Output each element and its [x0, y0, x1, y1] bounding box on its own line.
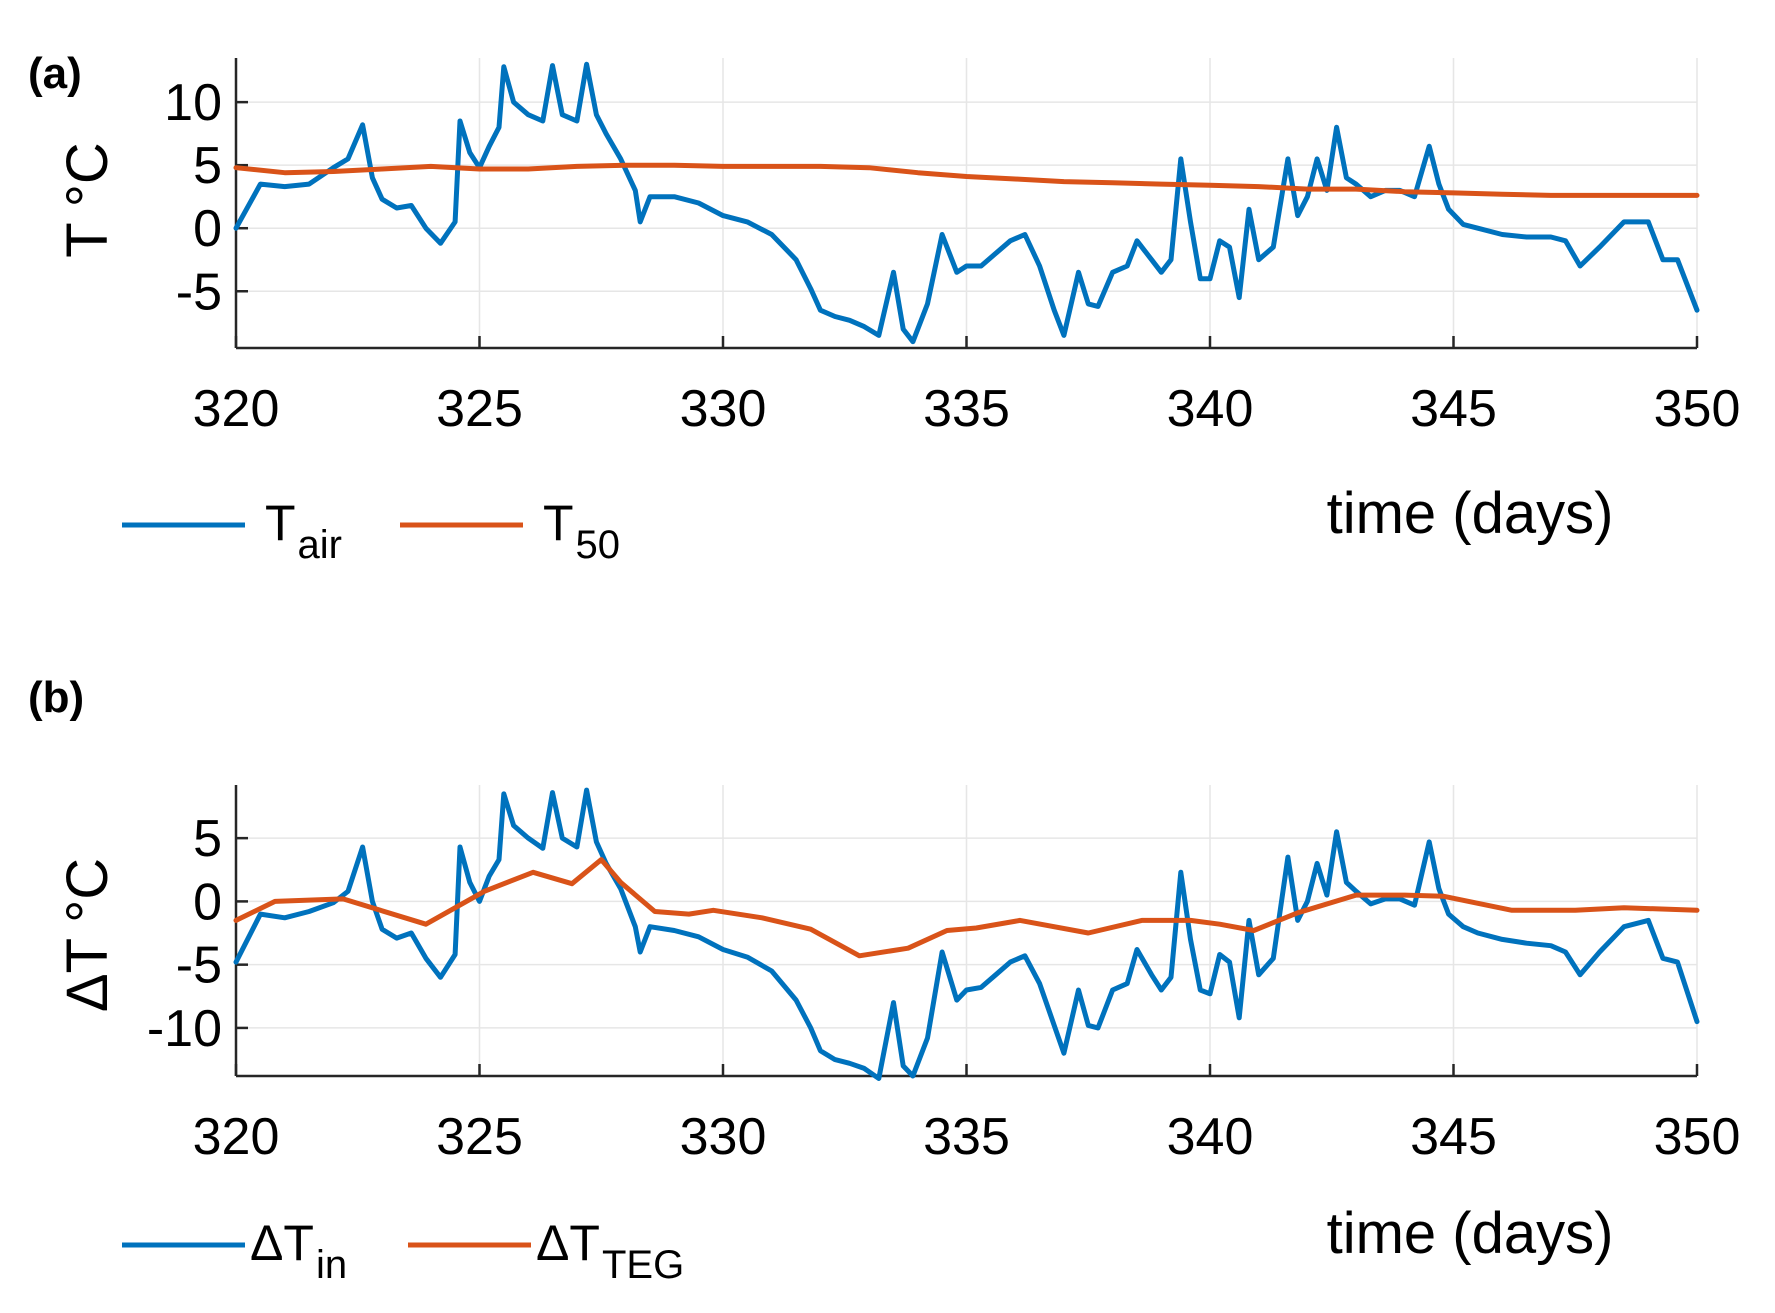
- x-tick-label: 330: [680, 380, 767, 438]
- series-line-tin: [233, 787, 1700, 1081]
- svg-text:Tair: Tair: [265, 495, 342, 567]
- legend-sub-t50: 50: [576, 523, 621, 567]
- y-tick-label: -5: [176, 263, 222, 321]
- x-tick-label: 340: [1167, 380, 1254, 438]
- x-axis-label-a: time (days): [1327, 481, 1614, 546]
- legend-label-t50: T: [543, 495, 574, 551]
- panel-b: (b) ΔT °C 320 325 330 335 340 345 350 -10-5 05 Δ…: [28, 673, 1740, 1287]
- legend-sub-dtin: in: [316, 1243, 347, 1287]
- legend-sub-tair: air: [298, 523, 342, 567]
- y-tick-label: 5: [193, 137, 222, 195]
- y-tick-label: 0: [193, 873, 222, 931]
- x-tick-label: 335: [923, 380, 1010, 438]
- series-line-tteg: [233, 857, 1700, 959]
- x-tick-label: 345: [1410, 380, 1497, 438]
- x-tick-label: 335: [923, 1108, 1010, 1166]
- x-tick-label: 320: [193, 380, 280, 438]
- panel-label-b: (b): [28, 673, 84, 722]
- x-tick-label: 350: [1654, 380, 1741, 438]
- y-axis-label-a: T °C: [55, 142, 120, 258]
- x-axis-label-b: time (days): [1327, 1201, 1614, 1266]
- series-b: [233, 787, 1700, 1081]
- svg-text:ΔTin: ΔTin: [250, 1215, 347, 1287]
- y-axis-label-b: ΔT °C: [55, 858, 120, 1012]
- x-tick-label: 325: [436, 1108, 523, 1166]
- x-tick-label: 320: [193, 1108, 280, 1166]
- legend-b: ΔTin ΔTTEG: [122, 1215, 684, 1287]
- series-a: [233, 61, 1700, 345]
- x-tick-label: 350: [1654, 1108, 1741, 1166]
- y-tick-label: -5: [176, 937, 222, 995]
- legend-a: Tair T50: [122, 495, 620, 567]
- x-tick-label: 330: [680, 1108, 767, 1166]
- x-tick-label: 340: [1167, 1108, 1254, 1166]
- panel-label-a: (a): [28, 49, 82, 98]
- y-tick-label: 5: [193, 810, 222, 868]
- y-tick-label: 10: [164, 74, 222, 132]
- y-tick-label: -10: [147, 1000, 222, 1058]
- x-tick-label: 325: [436, 380, 523, 438]
- ticks-b: 320 325 330 335 340 345 350 -10-5 05: [147, 810, 1741, 1166]
- legend-label-tair: T: [265, 495, 296, 551]
- svg-text:ΔTTEG: ΔTTEG: [536, 1215, 684, 1287]
- legend-sub-dtteg: TEG: [602, 1243, 684, 1287]
- x-tick-label: 345: [1410, 1108, 1497, 1166]
- svg-text:T50: T50: [543, 495, 620, 567]
- y-tick-label: 0: [193, 200, 222, 258]
- legend-label-dtin: ΔT: [250, 1215, 314, 1271]
- legend-label-dtteg: ΔT: [536, 1215, 600, 1271]
- series-line-t50: [233, 162, 1700, 198]
